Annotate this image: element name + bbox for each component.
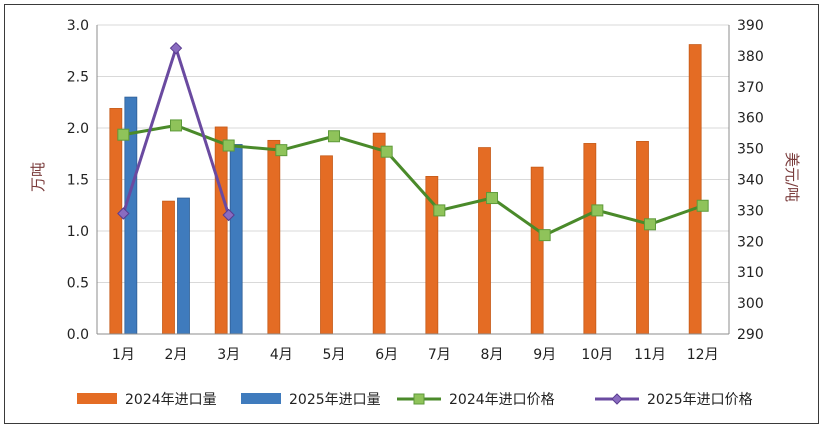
x-tick-label: 3月 [217, 347, 240, 363]
y-tick-label-right: 350 [737, 142, 764, 158]
data-point [117, 128, 130, 141]
y-tick-label-right: 360 [737, 111, 764, 127]
y-tick-label-right: 330 [737, 203, 764, 219]
data-point [169, 41, 183, 55]
legend-marker [413, 393, 425, 405]
bar [267, 139, 281, 335]
legend-label: 2025年进口量 [289, 392, 381, 408]
y-tick-label-right: 340 [737, 173, 764, 189]
y-tick-label-left: 0.0 [67, 327, 89, 343]
bar [162, 200, 175, 335]
right-tick-labels: 290 300 310 320 330 340 350 360 370 380 390 [737, 18, 764, 343]
bar [583, 143, 597, 335]
y-tick-label-right: 380 [737, 49, 764, 65]
bar [530, 166, 544, 335]
data-point [696, 199, 709, 212]
data-point [222, 139, 235, 152]
legend: 2024年进口量 2025年进口量 2024年进口价格 2025年进口价格 [77, 392, 753, 408]
bar [688, 44, 702, 335]
series-line [123, 123, 704, 237]
data-point [170, 119, 182, 132]
x-tick-labels: 1月 2月 3月 4月 5月 6月 7月 8月 9月 10月 11月 12月 [112, 347, 719, 363]
bar [229, 144, 243, 335]
y-tick-label-left: 2.5 [67, 70, 89, 86]
x-tick-label: 4月 [270, 347, 293, 363]
y-axis-label-right: 美元/吨 [783, 152, 801, 202]
data-point [380, 145, 393, 158]
axes [96, 25, 730, 335]
data-point [538, 229, 551, 242]
x-tick-label: 7月 [428, 347, 451, 363]
x-tick-label: 10月 [581, 347, 613, 363]
y-tick-label-left: 0.5 [67, 276, 89, 292]
y-axis-label-left: 万吨 [29, 162, 47, 192]
x-tick-label: 2月 [165, 347, 188, 363]
left-tick-labels: 0.0 0.5 1.0 1.5 2.0 2.5 3.0 [67, 18, 89, 343]
y-tick-label-left: 1.5 [67, 173, 89, 189]
bar [109, 108, 123, 335]
chart-frame: 0.0 0.5 1.0 1.5 2.0 2.5 3.0 290 300 310 320 330 340… [4, 4, 819, 424]
bar [214, 126, 228, 335]
x-tick-label: 5月 [323, 347, 346, 363]
x-tick-label: 11月 [634, 347, 666, 363]
y-tick-label-left: 3.0 [67, 18, 89, 34]
y-tick-label-right: 290 [737, 327, 764, 343]
bar [372, 132, 386, 335]
y-tick-label-left: 2.0 [67, 121, 89, 137]
data-point [591, 204, 604, 217]
y-tick-label-right: 370 [737, 80, 764, 96]
bar [636, 140, 649, 335]
bar [478, 147, 491, 335]
x-tick-label: 9月 [533, 347, 556, 363]
bar [177, 197, 190, 335]
bars [109, 44, 702, 335]
x-tick-label: 6月 [375, 347, 398, 363]
legend-marker [611, 393, 623, 405]
y-tick-label-right: 390 [737, 18, 764, 34]
y-tick-label-right: 310 [737, 265, 764, 281]
legend-swatch [77, 393, 117, 404]
data-point [222, 208, 235, 222]
price-lines [117, 41, 709, 242]
y-tick-label-right: 300 [737, 296, 764, 312]
legend-label: 2025年进口价格 [647, 392, 753, 408]
bar [320, 155, 333, 335]
data-point [117, 207, 130, 220]
x-tick-label: 12月 [687, 347, 719, 363]
import-chart: 0.0 0.5 1.0 1.5 2.0 2.5 3.0 290 300 310 320 330 340… [29, 18, 801, 408]
data-point [328, 130, 340, 143]
x-tick-label: 8月 [481, 347, 504, 363]
x-tick-label: 1月 [112, 347, 135, 363]
data-point [275, 144, 288, 157]
legend-label: 2024年进口量 [125, 392, 217, 408]
y-tick-label-left: 1.0 [67, 224, 89, 240]
legend-swatch [241, 393, 281, 404]
data-point [644, 218, 656, 231]
legend-label: 2024年进口价格 [449, 392, 555, 408]
data-point [433, 204, 446, 217]
y-tick-label-right: 320 [737, 234, 764, 250]
data-point [486, 192, 498, 205]
